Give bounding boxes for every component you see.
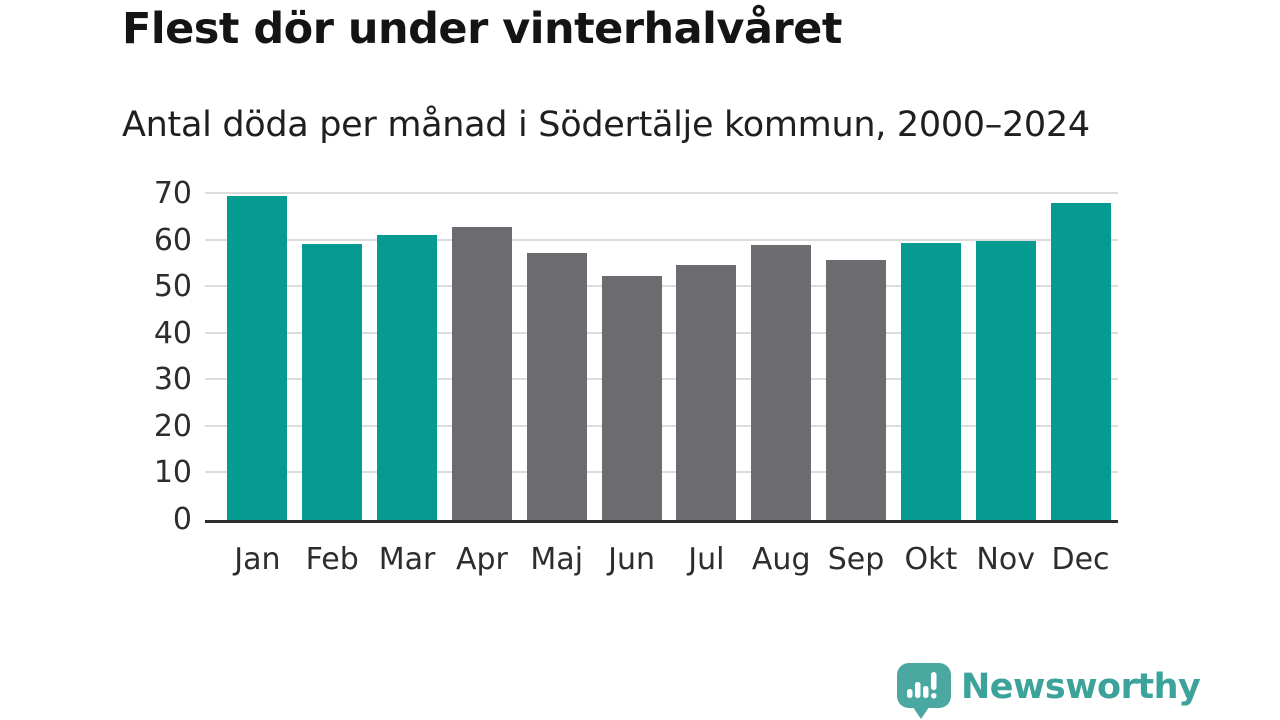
- x-axis: Jan Feb Mar Apr Maj Jun Jul Aug Sep Okt Nov Dec: [220, 541, 1118, 579]
- y-tick-label-60: 60: [153, 222, 192, 258]
- plot-area: [205, 192, 1118, 523]
- x-tick-label-mar: Mar: [378, 542, 436, 577]
- bar-slot-sep: [819, 194, 894, 520]
- gridline-60: [205, 238, 1118, 241]
- bar-slot-apr: [444, 194, 519, 520]
- x-tick-label-jun: Jun: [608, 542, 655, 577]
- chart-title: Flest dör under vinterhalvåret: [122, 4, 842, 54]
- gridline-70: [205, 192, 1118, 194]
- bar-mar: [377, 234, 438, 520]
- y-tick-label-30: 30: [153, 362, 192, 398]
- bar-okt: [900, 243, 961, 520]
- bar-feb: [302, 243, 363, 520]
- x-tick-label-feb: Feb: [305, 542, 359, 577]
- y-tick-label-50: 50: [153, 269, 192, 305]
- bar-jan: [227, 195, 288, 520]
- bar-sep: [826, 260, 887, 520]
- y-axis: 0 10 20 30 40 50 60 70: [80, 179, 192, 535]
- bar-apr: [451, 226, 512, 520]
- x-tick-label-aug: Aug: [751, 542, 811, 577]
- bar-series: [220, 194, 1118, 520]
- bar-slot-jun: [594, 194, 669, 520]
- x-tick-label-nov: Nov: [976, 542, 1035, 577]
- bar-jul: [676, 264, 737, 520]
- x-tick-label-dec: Dec: [1051, 542, 1110, 577]
- x-tick-label-jan: Jan: [234, 542, 281, 577]
- bar-slot-okt: [893, 194, 968, 520]
- bar-slot-aug: [744, 194, 819, 520]
- newsworthy-logo-text: Newsworthy: [961, 667, 1201, 707]
- y-tick-label-70: 70: [153, 176, 192, 211]
- bar-jun: [601, 276, 662, 520]
- bar-nov: [975, 240, 1036, 520]
- bar-aug: [751, 245, 812, 520]
- bar-slot-jan: [220, 194, 295, 520]
- bar-slot-mar: [370, 194, 445, 520]
- y-tick-label-10: 10: [153, 455, 192, 491]
- bar-slot-nov: [968, 194, 1043, 520]
- bar-slot-dec: [1043, 194, 1118, 520]
- bar-slot-feb: [295, 194, 370, 520]
- x-tick-label-apr: Apr: [455, 542, 508, 577]
- bar-slot-maj: [519, 194, 594, 520]
- bar-slot-jul: [669, 194, 744, 520]
- y-tick-label-20: 20: [153, 408, 192, 444]
- x-tick-label-okt: Okt: [904, 542, 958, 577]
- bar-dec: [1050, 202, 1111, 520]
- bar-maj: [526, 252, 587, 520]
- y-tick-label-40: 40: [153, 315, 192, 351]
- x-tick-label-sep: Sep: [827, 542, 885, 577]
- chart-subtitle: Antal döda per månad i Södertälje kommun…: [122, 105, 1090, 145]
- y-tick-label-0: 0: [172, 502, 192, 537]
- newsworthy-logo-icon: [897, 663, 951, 719]
- newsworthy-logo: Newsworthy: [896, 662, 1201, 720]
- x-tick-label-jul: Jul: [688, 542, 725, 577]
- x-tick-label-maj: Maj: [530, 542, 584, 577]
